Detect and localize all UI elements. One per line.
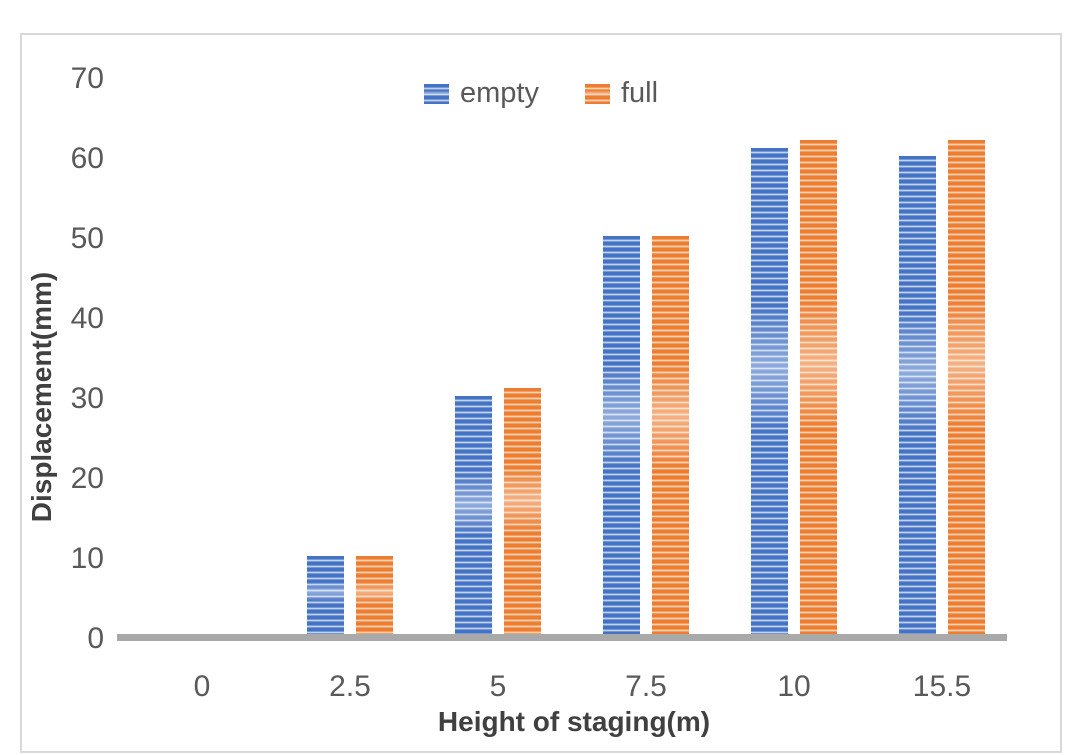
legend-item-empty: empty xyxy=(423,77,539,109)
legend-item-full: full xyxy=(584,77,659,109)
y-tick-label-10: 10 xyxy=(70,542,104,575)
x-axis-line xyxy=(117,634,1007,641)
bar-empty-10 xyxy=(751,148,788,636)
y-tick-label-30: 30 xyxy=(70,382,104,415)
bar-full-15.5 xyxy=(948,140,985,636)
legend-label-full: full xyxy=(620,77,659,109)
y-tick-label-40: 40 xyxy=(70,302,104,335)
x-tick-label-7.5: 7.5 xyxy=(625,670,667,703)
bar-empty-5 xyxy=(455,396,492,636)
x-tick-label-10: 10 xyxy=(777,670,811,703)
x-tick-label-5: 5 xyxy=(489,670,507,703)
legend: empty full xyxy=(22,79,1060,108)
y-tick-label-0: 0 xyxy=(87,622,104,655)
bar-full-7.5 xyxy=(652,236,689,636)
legend-label-empty: empty xyxy=(459,77,539,109)
bar-empty-15.5 xyxy=(899,156,936,636)
x-tick-label-2.5: 2.5 xyxy=(329,670,371,703)
bar-full-5 xyxy=(504,388,541,636)
bar-empty-2.5 xyxy=(307,556,344,636)
y-tick-label-60: 60 xyxy=(70,142,104,175)
y-tick-label-70: 70 xyxy=(70,62,104,95)
bar-full-2.5 xyxy=(356,556,393,636)
bar-full-10 xyxy=(800,140,837,636)
y-tick-label-50: 50 xyxy=(70,222,104,255)
x-tick-label-15.5: 15.5 xyxy=(912,670,972,703)
legend-swatch-full-icon xyxy=(584,83,610,104)
chart-frame: empty full Displacement(mm) Height of st… xyxy=(20,33,1062,753)
bar-empty-7.5 xyxy=(603,236,640,636)
x-axis-title: Height of staging(m) xyxy=(437,706,711,737)
legend-swatch-empty-icon xyxy=(423,83,449,104)
y-tick-label-20: 20 xyxy=(70,462,104,495)
x-tick-label-0: 0 xyxy=(193,670,211,703)
